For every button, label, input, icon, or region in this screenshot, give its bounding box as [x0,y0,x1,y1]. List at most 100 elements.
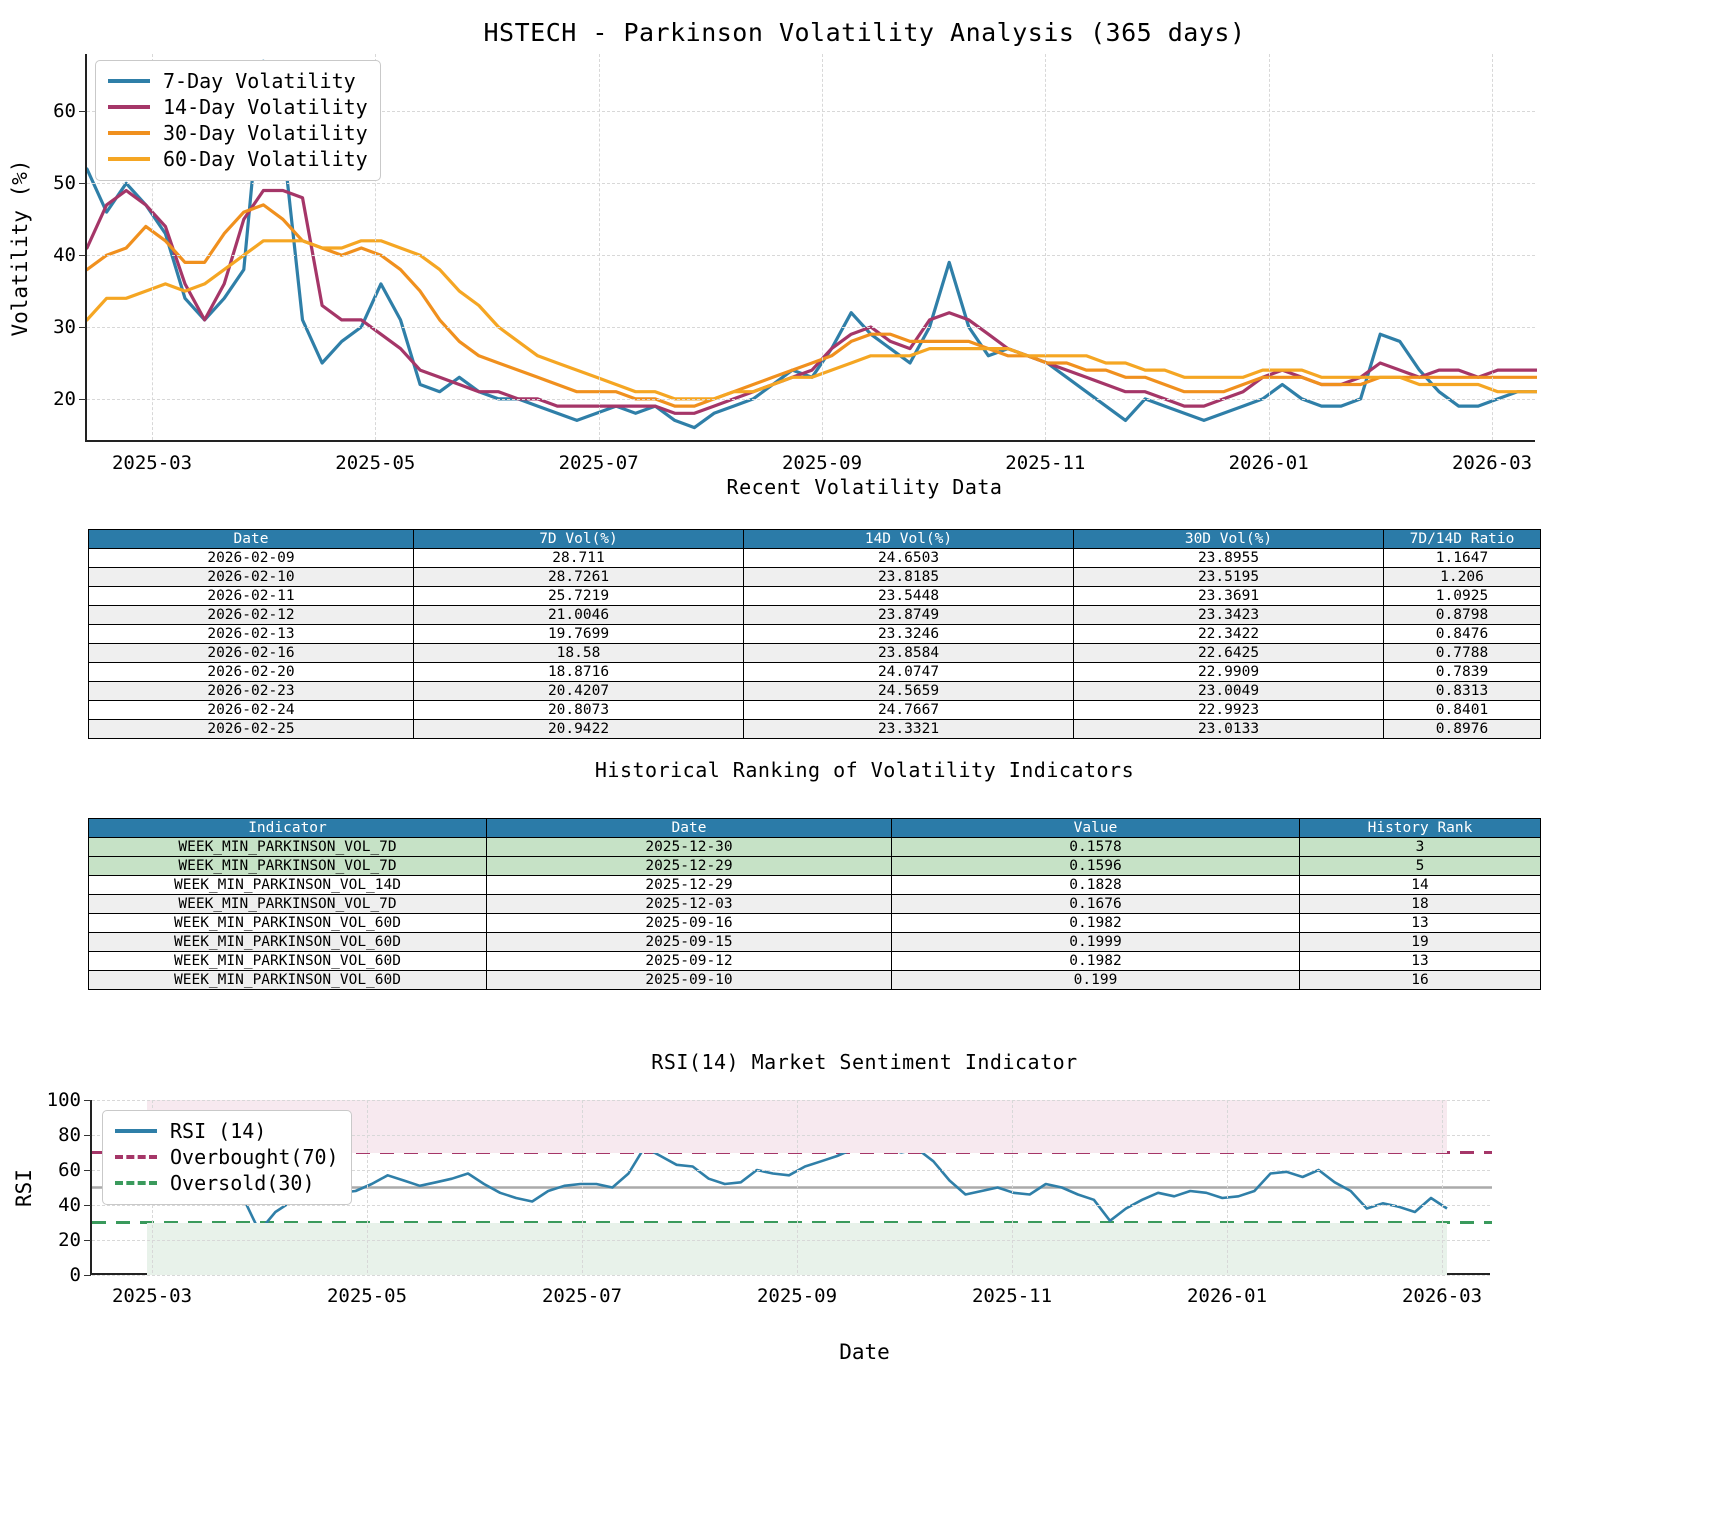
gridline [1268,54,1270,440]
gridline [87,111,1535,113]
legend-item-label: 30-Day Volatility [163,121,368,145]
legend-item-label: RSI (14) [170,1119,267,1143]
volatility-chart-title: HSTECH - Parkinson Volatility Analysis (… [483,18,1246,47]
table-cell: 2026-02-23 [88,681,414,701]
table-cell: 5 [1299,856,1541,876]
legend-item-label: Oversold(30) [170,1171,315,1195]
legend-color-swatch [115,1181,157,1185]
table-cell: 24.6503 [743,548,1074,568]
table-row: 2026-02-16 18.58 23.8584 22.6425 0.7788 [88,643,1541,663]
recent-table-body: 2026-02-09 28.711 24.6503 23.8955 1.1647 2026… [88,548,1541,739]
table-cell: 23.5195 [1073,567,1384,587]
x-tick-label: 2026-03 [1401,1285,1483,1307]
table-row: 2026-02-10 28.7261 23.8185 23.5195 1.206 [88,567,1541,587]
gridline [92,1240,1490,1241]
recent-volatility-table: Date 7D Vol(%) 14D Vol(%) 30D Vol(%) 7D/14D … [88,529,1541,739]
series-line [87,203,1537,408]
table-row: 2026-02-12 21.0046 23.8749 23.3423 0.8798 [88,605,1541,625]
column-header: History Rank [1299,818,1541,838]
table-cell: 0.8476 [1383,624,1541,644]
legend-color-swatch [115,1155,157,1159]
table-cell: 22.6425 [1073,643,1384,663]
gridline [92,1205,1490,1206]
series-line [87,239,1537,401]
table-row: WEEK_MIN_PARKINSON_VOL_60D 2025-09-15 0.19… [88,932,1541,952]
table-row: 2026-02-11 25.7219 23.5448 23.3691 1.0925 [88,586,1541,606]
table-cell: 21.0046 [413,605,744,625]
table-cell: 2025-09-16 [486,913,892,933]
legend-item-label: 14-Day Volatility [163,95,368,119]
table-cell: 2025-09-15 [486,932,892,952]
gridline [87,183,1535,185]
column-header: 14D Vol(%) [743,529,1074,549]
rsi-legend: RSI (14) Overbought(70) Oversold(30) [102,1110,352,1205]
table-cell: 23.0049 [1073,681,1384,701]
table-cell: 0.1596 [891,856,1300,876]
ranking-table-header-row: Indicator Date Value History Rank [88,818,1541,838]
table-cell: 22.9923 [1073,700,1384,720]
legend-color-swatch [108,105,150,109]
table-cell: 23.8584 [743,643,1074,663]
table-cell: WEEK_MIN_PARKINSON_VOL_60D [88,932,487,952]
legend-item: 60-Day Volatility [108,146,368,172]
table-row: 2026-02-25 20.9422 23.3321 23.0133 0.8976 [88,719,1541,739]
rsi-x-axis-label: Date [839,1340,890,1364]
x-tick-label: 2025-05 [326,1285,408,1307]
x-tick-label: 2025-09 [781,452,863,474]
legend-color-swatch [108,79,150,83]
table-cell: 18.8716 [413,662,744,682]
table-cell: 0.8976 [1383,719,1541,739]
column-header: Date [88,529,414,549]
legend-item-label: 60-Day Volatility [163,147,368,171]
x-tick-label: 2025-07 [558,452,639,474]
x-tick-label: 2026-01 [1228,452,1309,474]
column-header: Value [891,818,1300,838]
table-row: 2026-02-20 18.8716 24.0747 22.9909 0.7839 [88,662,1541,682]
gridline [92,1275,1490,1276]
table-cell: 23.3691 [1073,586,1384,606]
table-cell: 18 [1299,894,1541,914]
table-cell: 0.1982 [891,951,1300,971]
column-header: 7D Vol(%) [413,529,744,549]
recent-table-title: Recent Volatility Data [726,475,1003,499]
table-cell: 1.206 [1383,567,1541,587]
y-tick-label: 80 [58,1124,91,1146]
ranking-table: Indicator Date Value History Rank WEEK_MIN_… [88,818,1541,990]
x-tick-label: 2025-09 [756,1285,838,1307]
table-cell: 0.199 [891,970,1300,990]
table-row: WEEK_MIN_PARKINSON_VOL_60D 2025-09-12 0.19… [88,951,1541,971]
table-cell: 2026-02-24 [88,700,414,720]
table-cell: 23.8749 [743,605,1074,625]
volatility-legend: 7-Day Volatility 14-Day Volatility 30-Day … [95,60,381,181]
table-row: WEEK_MIN_PARKINSON_VOL_7D 2025-12-03 0.167… [88,894,1541,914]
column-header: Indicator [88,818,487,838]
table-cell: 0.1578 [891,837,1300,857]
table-cell: WEEK_MIN_PARKINSON_VOL_60D [88,913,487,933]
y-tick-label: 100 [46,1089,92,1111]
table-cell: 13 [1299,951,1541,971]
table-cell: 22.9909 [1073,662,1384,682]
table-cell: 24.7667 [743,700,1074,720]
legend-item: 30-Day Volatility [108,120,368,146]
table-cell: 23.8185 [743,567,1074,587]
table-cell: 2025-12-29 [486,856,892,876]
table-cell: 2026-02-09 [88,548,414,568]
gridline [1492,54,1493,440]
x-tick-label: 2025-07 [541,1285,623,1307]
x-tick-label: 2026-03 [1451,452,1533,474]
gridline [582,1100,583,1273]
table-cell: 28.711 [413,548,744,568]
table-row: 2026-02-23 20.4207 24.5659 23.0049 0.8313 [88,681,1541,701]
gridline [87,255,1535,257]
column-header: 7D/14D Ratio [1383,529,1541,549]
table-cell: 23.8955 [1073,548,1384,568]
y-tick-label: 60 [53,100,86,123]
x-tick-label: 2025-11 [971,1285,1053,1307]
ranking-table-body: WEEK_MIN_PARKINSON_VOL_7D 2025-12-30 0.157… [88,837,1541,990]
table-cell: 23.3321 [743,719,1074,739]
table-row: WEEK_MIN_PARKINSON_VOL_14D 2025-12-29 0.18… [88,875,1541,895]
gridline [1227,1100,1228,1273]
table-cell: 28.7261 [413,567,744,587]
gridline [87,327,1535,329]
table-cell: 0.1999 [891,932,1300,952]
